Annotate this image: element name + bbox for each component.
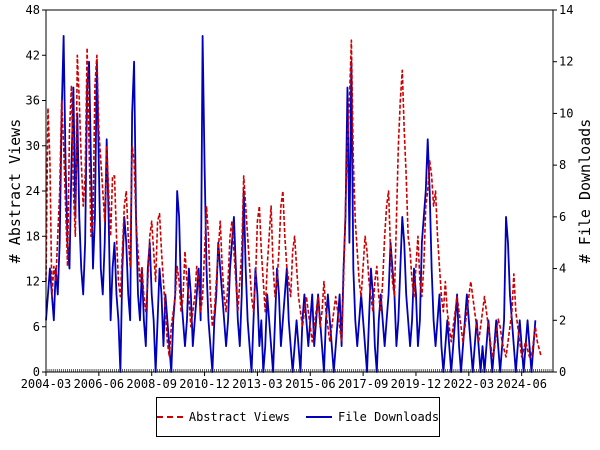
y-right-axis-title: # File Downloads	[576, 119, 594, 264]
file-downloads-line	[45, 34, 537, 373]
y-left-tick-label: 48	[26, 3, 40, 17]
x-tick-label: 2008-09	[126, 377, 177, 391]
legend-item-abstract-views: Abstract Views	[156, 410, 290, 424]
y-right-tick-label: 4	[559, 262, 566, 276]
series-layer	[45, 34, 543, 373]
legend-label-abstract-views: Abstract Views	[188, 410, 290, 424]
plot-frame	[45, 9, 554, 373]
x-tick-label: 2004-03	[21, 377, 72, 391]
x-tick-label: 2024-06	[496, 377, 547, 391]
x-tick-labels: 2004-03 2006-06 2008-09 2010-12 2013-03 2015-…	[21, 372, 547, 391]
y-left-tick-label: 42	[26, 48, 40, 62]
y-right-tick-labels: 0 2 4 6 8 10 12 14	[553, 3, 573, 379]
y-right-tick-label: 2	[559, 313, 566, 327]
y-right-tick-label: 6	[559, 210, 566, 224]
legend: Abstract Views File Downloads	[156, 397, 440, 437]
y-right-tick-label: 10	[559, 106, 573, 120]
y-left-tick-label: 12	[26, 275, 40, 289]
y-right-tick-label: 14	[559, 3, 573, 17]
y-left-tick-labels: 0 6 12 18 24 30 36 42 48	[26, 3, 46, 379]
y-left-tick-label: 30	[26, 139, 40, 153]
x-tick-label: 2015-06	[285, 377, 336, 391]
y-left-tick-label: 24	[26, 184, 40, 198]
y-left-axis-title: # Abstract Views	[6, 119, 24, 264]
x-tick-label: 2017-09	[338, 377, 389, 391]
y-left-tick-label: 0	[33, 365, 40, 379]
legend-swatch-abstract-views	[156, 416, 183, 418]
legend-label-file-downloads: File Downloads	[338, 410, 440, 424]
x-tick-label: 2013-03	[232, 377, 283, 391]
y-left-tick-label: 36	[26, 94, 40, 108]
legend-swatch-file-downloads	[306, 416, 332, 418]
y-left-tick-label: 18	[26, 229, 40, 243]
x-tick-label: 2019-12	[391, 377, 442, 391]
y-left-tick-label: 6	[33, 320, 40, 334]
y-right-tick-label: 8	[559, 158, 566, 172]
y-right-tick-label: 0	[559, 365, 566, 379]
legend-item-file-downloads: File Downloads	[306, 410, 439, 424]
x-tick-label: 2010-12	[179, 377, 230, 391]
x-tick-label: 2006-06	[74, 377, 125, 391]
abstract-views-line	[45, 39, 543, 358]
y-right-tick-label: 12	[559, 55, 573, 69]
x-tick-label: 2022-03	[444, 377, 495, 391]
